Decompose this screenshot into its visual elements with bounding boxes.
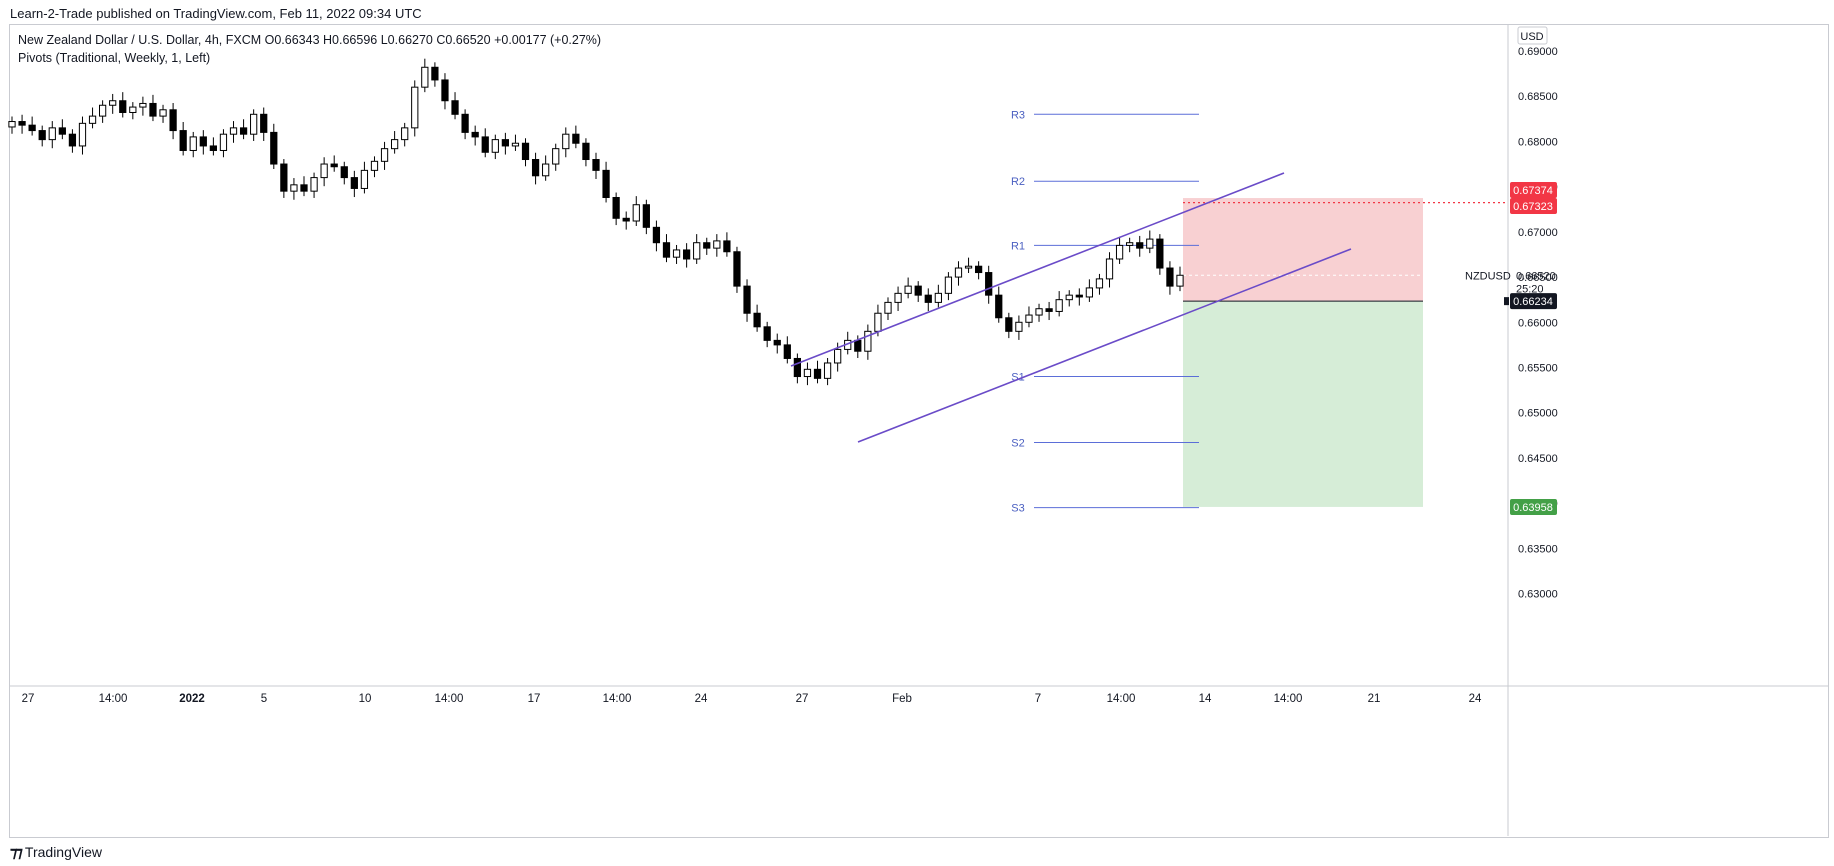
- tradingview-logo-icon: ⁊⁊: [10, 844, 23, 861]
- ohlc-open: O0.66343: [264, 33, 320, 47]
- ohlc-high: H0.66596: [323, 33, 378, 47]
- symbol-title: New Zealand Dollar / U.S. Dollar, 4h, FX…: [18, 33, 262, 47]
- brand-label: TradingView: [24, 844, 102, 860]
- publisher-line: Learn-2-Trade published on TradingView.c…: [10, 6, 422, 21]
- ohlc-change: +0.00177 (+0.27%): [494, 33, 602, 47]
- tradingview-brand[interactable]: ⁊⁊ TradingView: [10, 843, 102, 861]
- chart-frame: [9, 24, 1829, 838]
- ohlc-low: L0.66270: [380, 33, 433, 47]
- indicator-legend[interactable]: Pivots (Traditional, Weekly, 1, Left): [18, 51, 211, 65]
- ohlc-close: C0.66520: [436, 33, 491, 47]
- symbol-legend[interactable]: New Zealand Dollar / U.S. Dollar, 4h, FX…: [18, 33, 601, 47]
